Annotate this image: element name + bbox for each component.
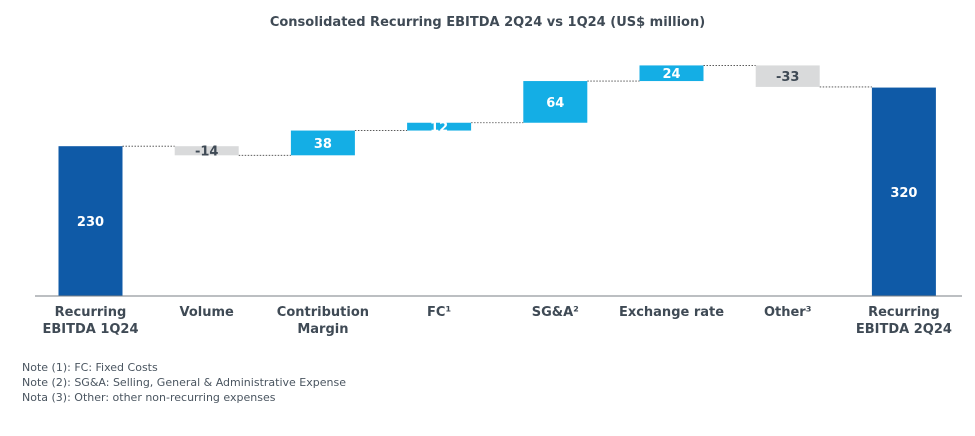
x-tick-label: Volume — [180, 305, 235, 320]
footnote-1: Note (1): FC: Fixed Costs — [22, 361, 158, 374]
bar — [58, 146, 123, 296]
data-label: 24 — [662, 67, 680, 82]
data-label: -14 — [195, 145, 219, 160]
data-label: 38 — [314, 137, 332, 152]
waterfall-chart: 230 -14 38 12 64 24 -33 320 Recurring EBITDA 1Q24… — [35, 65, 962, 337]
data-label: 230 — [77, 215, 104, 230]
x-tick-label: EBITDA 1Q24 — [42, 322, 138, 337]
x-tick-label: Contribution — [277, 305, 369, 320]
x-tick-label: Exchange rate — [619, 305, 724, 320]
bar — [407, 122, 472, 131]
data-label: -33 — [776, 70, 800, 85]
footnotes: Note (1): FC: Fixed Costs Note (2): SG&A… — [22, 360, 346, 405]
bar — [755, 65, 820, 87]
footnote-3: Nota (3): Other: other non-recurring exp… — [22, 391, 276, 404]
x-tick-label: EBITDA 2Q24 — [856, 322, 952, 337]
x-tick-label: Margin — [297, 322, 348, 337]
bar — [639, 65, 704, 82]
chart-title: Consolidated Recurring EBITDA 2Q24 vs 1Q… — [269, 15, 706, 30]
data-label: 64 — [546, 96, 564, 111]
x-tick-label: Other³ — [764, 305, 811, 320]
bar — [290, 130, 355, 156]
data-label: 12 — [430, 121, 448, 136]
x-tick-label: Recurring — [868, 305, 940, 320]
x-tick-label: FC¹ — [427, 305, 451, 320]
x-tick-label: Recurring — [55, 305, 127, 320]
x-tick-label: SG&A² — [532, 305, 579, 320]
bar — [871, 87, 936, 296]
footnote-2: Note (2): SG&A: Selling, General & Admin… — [22, 376, 346, 389]
bar — [523, 81, 588, 123]
bar — [174, 146, 239, 156]
data-label: 320 — [890, 186, 917, 201]
